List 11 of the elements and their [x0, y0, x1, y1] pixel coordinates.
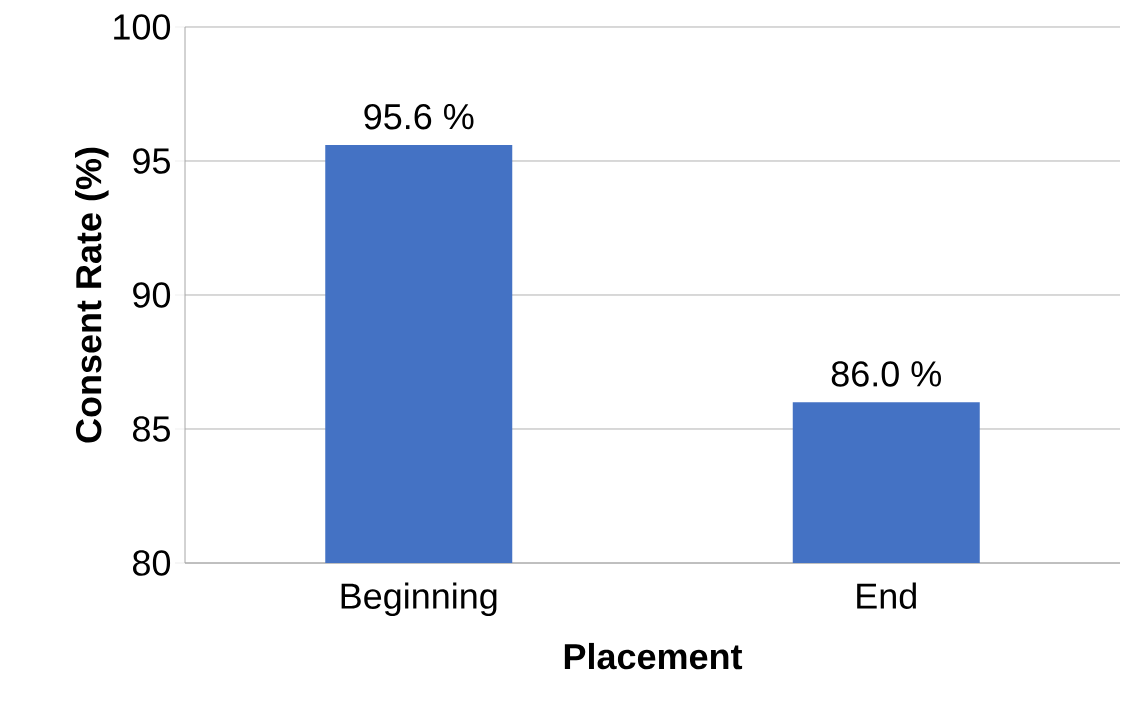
y-tick-label: 100	[114, 14, 171, 40]
x-tick-label: End	[857, 582, 916, 609]
y-tick-label: 85	[133, 416, 170, 442]
y-axis-title: Consent Rate (%)	[75, 147, 109, 443]
y-tick-label: 90	[133, 282, 171, 308]
data-label: 86.0 %	[831, 361, 941, 387]
x-axis-title: Placement	[564, 642, 743, 670]
y-tick-label: 95	[133, 148, 170, 174]
data-label: 95.6 %	[364, 103, 474, 130]
x-tick-label: Beginning	[341, 582, 497, 617]
y-tick-label: 80	[133, 550, 171, 576]
